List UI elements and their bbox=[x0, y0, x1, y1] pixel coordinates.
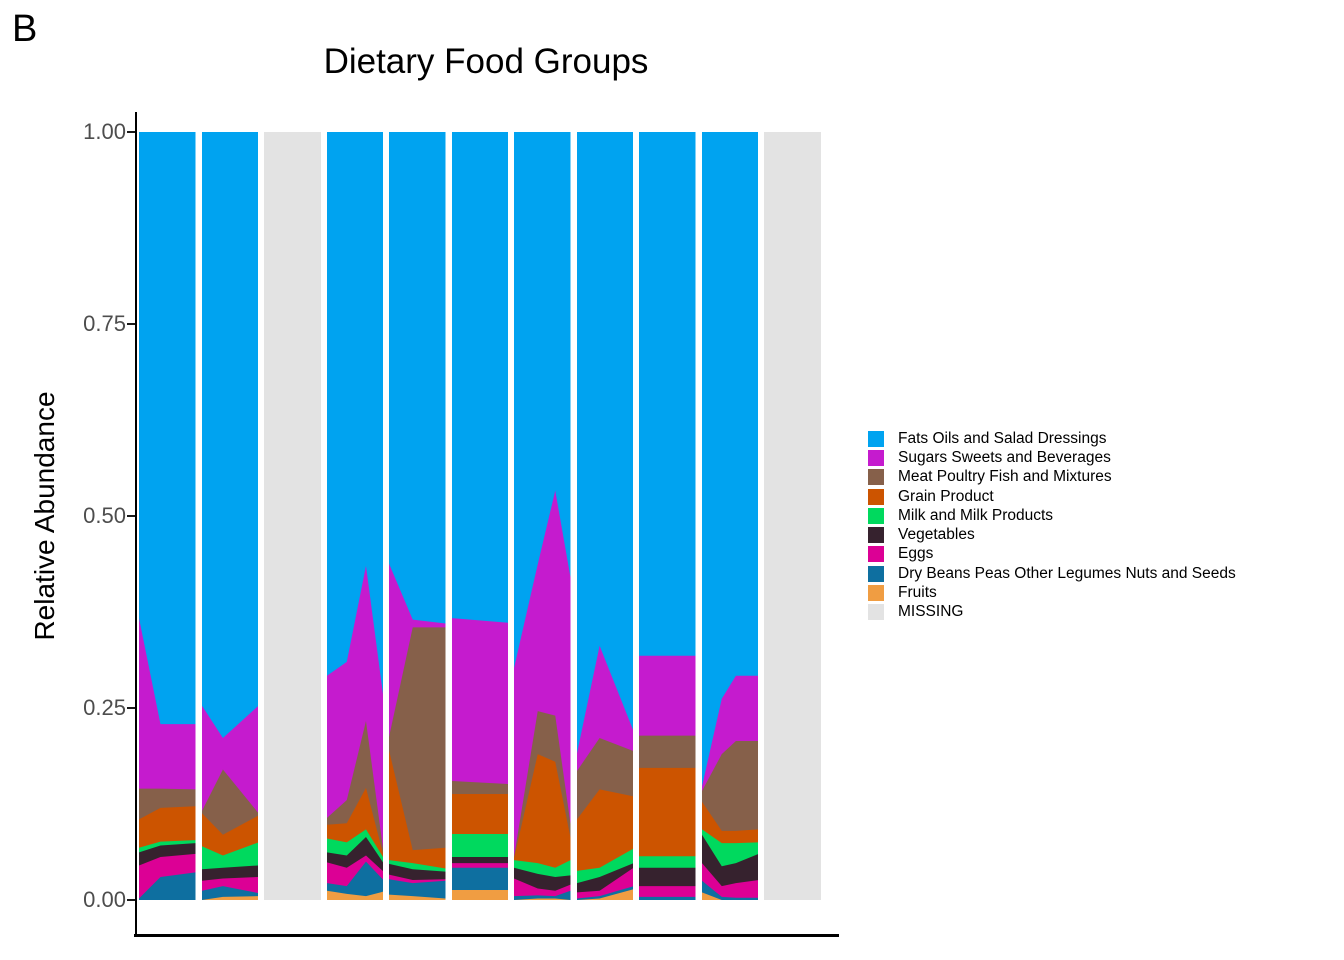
legend-swatch-icon bbox=[868, 507, 884, 524]
legend-label: Grain Product bbox=[898, 487, 994, 505]
layer-eggs bbox=[514, 877, 571, 900]
legend: Fats Oils and Salad Dressings Sugars Swee… bbox=[868, 429, 1236, 622]
y-axis-line bbox=[135, 112, 137, 936]
layer-fruits bbox=[201, 895, 258, 900]
y-tick-label: 0.50 bbox=[83, 502, 126, 528]
legend-row: Vegetables bbox=[868, 525, 1236, 544]
subject-column bbox=[639, 131, 696, 900]
legend-swatch-icon bbox=[868, 546, 884, 563]
legend-row: Grain Product bbox=[868, 487, 1236, 506]
legend-swatch-icon bbox=[868, 527, 884, 544]
legend-row: Milk and Milk Products bbox=[868, 506, 1236, 525]
y-tick-label: 1.00 bbox=[83, 118, 126, 144]
legend-swatch-icon bbox=[868, 488, 884, 505]
subject-column bbox=[389, 131, 446, 900]
subject-column bbox=[201, 131, 258, 900]
layer-dry-beans-peas-other-legumes-nuts-and-seeds bbox=[639, 896, 696, 900]
legend-swatch-icon bbox=[868, 449, 884, 466]
y-tick-label: 0.00 bbox=[83, 886, 126, 912]
subject-column bbox=[701, 131, 758, 900]
y-tick-mark bbox=[127, 130, 135, 133]
legend-label: Fruits bbox=[898, 584, 937, 602]
layer-eggs bbox=[639, 885, 696, 900]
legend-label: Eggs bbox=[898, 545, 934, 563]
legend-swatch-icon bbox=[868, 585, 884, 602]
legend-row: Eggs bbox=[868, 545, 1236, 564]
subject-column bbox=[514, 131, 571, 900]
y-tick-mark bbox=[127, 706, 135, 709]
subject-column bbox=[139, 131, 196, 900]
layer-eggs bbox=[701, 862, 758, 900]
layer-dry-beans-peas-other-legumes-nuts-and-seeds bbox=[389, 878, 446, 900]
legend-label: Meat Poultry Fish and Mixtures bbox=[898, 468, 1112, 486]
subject-column bbox=[326, 131, 383, 900]
subject-column bbox=[576, 131, 633, 900]
layer-fruits bbox=[326, 890, 383, 900]
layer-fruits bbox=[576, 888, 633, 900]
missing-column bbox=[764, 131, 821, 900]
legend-row: Dry Beans Peas Other Legumes Nuts and Se… bbox=[868, 564, 1236, 583]
legend-label: Milk and Milk Products bbox=[898, 506, 1054, 524]
x-axis-line bbox=[134, 934, 839, 937]
legend-label: Fats Oils and Salad Dressings bbox=[898, 429, 1107, 447]
legend-row: Sugars Sweets and Beverages bbox=[868, 448, 1236, 467]
layer-fruits bbox=[514, 897, 571, 900]
y-tick-label: 0.75 bbox=[83, 310, 126, 336]
legend-swatch-icon bbox=[868, 565, 884, 582]
layer-fats-oils-and-salad-dressings bbox=[201, 131, 258, 900]
legend-label: MISSING bbox=[898, 603, 964, 621]
y-tick-label: 0.25 bbox=[83, 694, 126, 720]
layer-dry-beans-peas-other-legumes-nuts-and-seeds bbox=[701, 880, 758, 900]
legend-row: Meat Poultry Fish and Mixtures bbox=[868, 468, 1236, 487]
panel-label: B bbox=[12, 8, 38, 50]
legend-swatch-icon bbox=[868, 604, 884, 621]
legend-row: MISSING bbox=[868, 603, 1236, 622]
missing-column bbox=[264, 131, 321, 900]
layer-fruits bbox=[451, 889, 508, 900]
legend-label: Vegetables bbox=[898, 526, 975, 544]
layer-dry-beans-peas-other-legumes-nuts-and-seeds bbox=[326, 861, 383, 900]
legend-row: Fats Oils and Salad Dressings bbox=[868, 429, 1236, 448]
legend-swatch-icon bbox=[868, 430, 884, 447]
layer-fruits bbox=[389, 894, 446, 900]
layer-dry-beans-peas-other-legumes-nuts-and-seeds bbox=[139, 871, 196, 900]
y-tick-mark bbox=[127, 514, 135, 517]
legend-label: Dry Beans Peas Other Legumes Nuts and Se… bbox=[898, 564, 1236, 582]
layer-dry-beans-peas-other-legumes-nuts-and-seeds bbox=[514, 890, 571, 900]
legend-swatch-icon bbox=[868, 469, 884, 486]
subject-column bbox=[451, 131, 508, 900]
layer-fruits bbox=[701, 891, 758, 900]
chart-title: Dietary Food Groups bbox=[323, 42, 649, 81]
legend-label: Sugars Sweets and Beverages bbox=[898, 448, 1111, 466]
legend-row: Fruits bbox=[868, 583, 1236, 602]
y-tick-mark bbox=[127, 322, 135, 325]
y-tick-mark bbox=[127, 898, 135, 901]
